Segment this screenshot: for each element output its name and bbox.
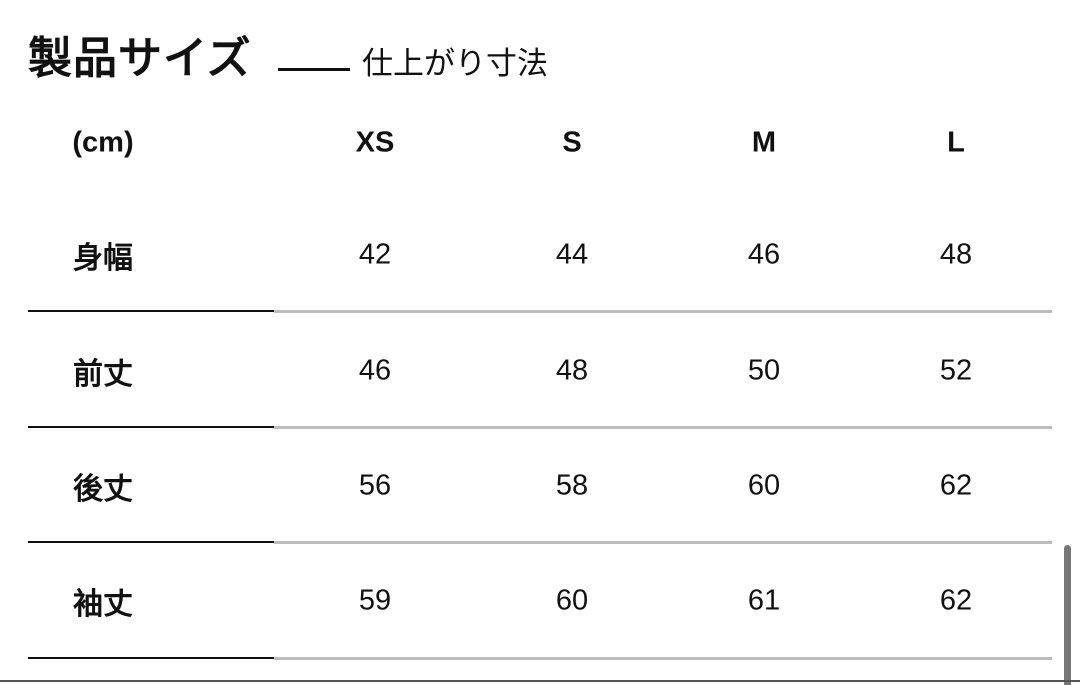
scrollbar[interactable]	[1064, 545, 1071, 685]
table-cell: 62	[939, 584, 973, 617]
row-divider-dark	[28, 426, 274, 428]
page-subtitle: 仕上がり寸法	[362, 46, 548, 82]
table-cell: 46	[747, 238, 781, 271]
table-cell: 46	[358, 354, 392, 387]
row-divider	[274, 426, 1052, 429]
row-divider	[274, 310, 1052, 313]
table-cell: 61	[747, 584, 781, 617]
row-divider-dark	[28, 657, 274, 659]
title-dash	[278, 68, 350, 71]
unit-header: (cm)	[72, 126, 134, 159]
table-cell: 59	[358, 584, 392, 617]
table-cell: 50	[747, 354, 781, 387]
table-cell: 60	[555, 584, 589, 617]
table-cell: 42	[358, 238, 392, 271]
table-cell: 62	[939, 469, 973, 502]
table-cell: 48	[555, 354, 589, 387]
row-divider-dark	[28, 310, 274, 312]
column-header-l: L	[947, 126, 965, 159]
column-header-xs: XS	[355, 126, 395, 159]
page-title: 製品サイズ	[28, 33, 252, 84]
table-cell: 56	[358, 469, 392, 502]
bottom-border	[0, 680, 1080, 682]
table-cell: 60	[747, 469, 781, 502]
table-cell: 58	[555, 469, 589, 502]
column-header-m: M	[751, 126, 777, 159]
row-divider	[274, 541, 1052, 544]
table-cell: 44	[555, 238, 589, 271]
row-label: 後丈	[73, 472, 133, 507]
row-divider-dark	[28, 541, 274, 543]
row-label: 前丈	[73, 357, 133, 392]
row-divider	[274, 657, 1052, 660]
table-cell: 48	[939, 238, 973, 271]
row-label: 袖丈	[73, 587, 133, 622]
row-label: 身幅	[73, 241, 133, 276]
table-cell: 52	[939, 354, 973, 387]
column-header-s: S	[562, 126, 582, 159]
